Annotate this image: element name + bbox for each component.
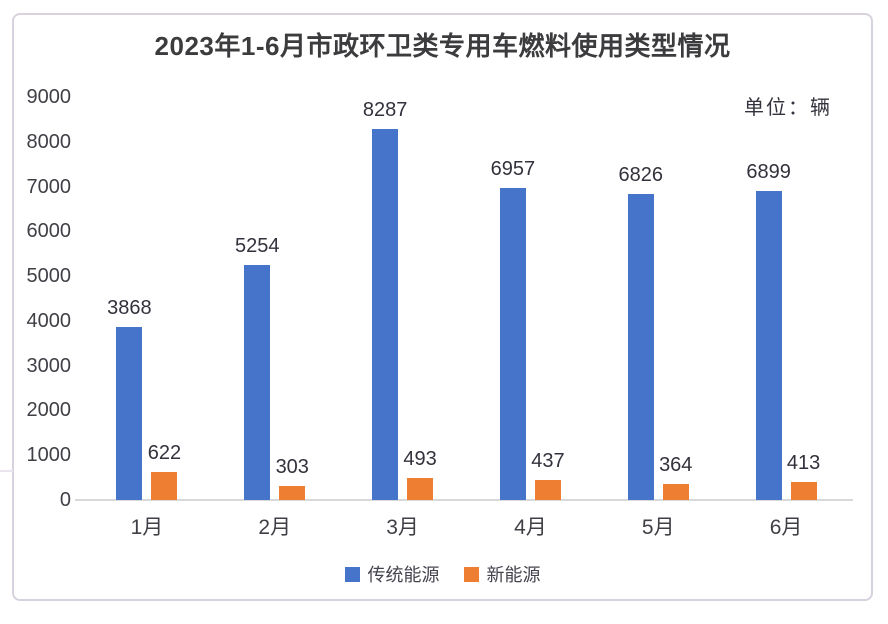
x-axis-tick-label: 5月 xyxy=(641,516,675,539)
legend-swatch-traditional-energy xyxy=(344,566,360,582)
bar-value-label: 413 xyxy=(786,451,821,474)
y-axis-tick-label: 6000 xyxy=(26,220,72,243)
traditional-energy-bar xyxy=(755,191,782,500)
new-energy-bar xyxy=(534,480,561,500)
bar-value-label: 622 xyxy=(147,442,182,465)
y-axis-tick-label: 5000 xyxy=(26,265,72,288)
bar-value-label: 493 xyxy=(403,447,437,470)
unit-label: 单位：辆 xyxy=(744,97,832,119)
legend-label-new-energy: 新能源 xyxy=(486,565,541,585)
x-axis-tick-label: 3月 xyxy=(386,516,419,539)
bar-value-label: 6957 xyxy=(490,158,536,181)
traditional-energy-bar xyxy=(627,194,654,500)
chart-title: 2023年1-6月市政环卫类专用车燃料使用类型情况 xyxy=(154,31,731,61)
bar-value-label: 364 xyxy=(659,453,693,476)
x-axis-line xyxy=(75,499,853,501)
traditional-energy-bar xyxy=(116,326,143,500)
legend: 传统能源 新能源 xyxy=(12,561,873,587)
bar-value-label: 5254 xyxy=(235,234,280,257)
page-edge-artifact xyxy=(0,470,13,472)
new-energy-bar xyxy=(790,481,817,500)
y-axis-tick-label: 3000 xyxy=(26,354,72,377)
traditional-energy-bar xyxy=(372,128,399,500)
y-axis-tick-label: 0 xyxy=(59,489,71,511)
new-energy-bar xyxy=(151,472,178,500)
y-axis-tick-label: 1000 xyxy=(26,444,72,467)
legend-swatch-new-energy xyxy=(463,566,479,582)
traditional-energy-bar xyxy=(244,264,271,500)
new-energy-bar xyxy=(662,483,689,500)
bar-value-label: 437 xyxy=(531,450,565,473)
x-axis-tick-label: 4月 xyxy=(514,516,547,539)
x-axis-tick-label: 1月 xyxy=(130,516,164,539)
legend-label-traditional-energy: 传统能源 xyxy=(367,565,440,585)
y-axis-tick-label: 7000 xyxy=(26,175,72,198)
traditional-energy-bar xyxy=(499,188,526,500)
y-axis-tick-label: 2000 xyxy=(26,399,72,422)
bar-value-label: 8287 xyxy=(362,98,408,121)
chart-card xyxy=(12,13,873,601)
bar-value-label: 303 xyxy=(275,456,309,479)
new-energy-bar xyxy=(279,486,306,500)
y-axis-tick-label: 9000 xyxy=(26,86,72,108)
bar-value-label: 3868 xyxy=(107,296,152,319)
x-axis-tick-label: 6月 xyxy=(769,516,803,539)
new-energy-bar xyxy=(407,477,434,500)
y-axis-tick-label: 4000 xyxy=(26,309,72,332)
bar-value-label: 6826 xyxy=(618,164,664,187)
bar-value-label: 6899 xyxy=(746,161,791,184)
x-axis-tick-label: 2月 xyxy=(258,516,292,539)
y-axis-tick-label: 8000 xyxy=(26,130,72,153)
